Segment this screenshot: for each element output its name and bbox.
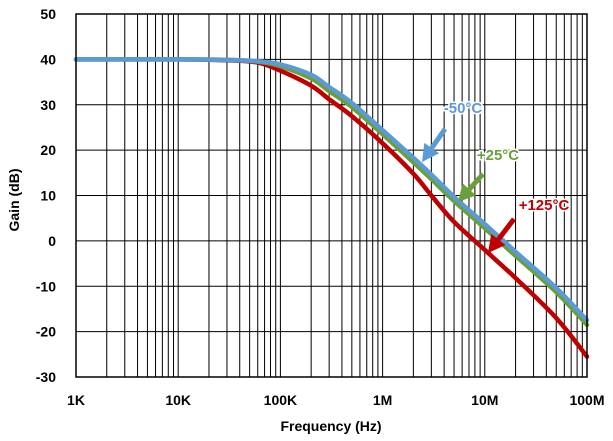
x-tick-labels: 1K 10K 100K 1M 10M 100M — [67, 392, 604, 408]
y-tick-label: 0 — [48, 233, 56, 249]
annotation-label-50-c: -50°C — [444, 100, 483, 117]
annotation-label-125-c: +125°C — [519, 197, 570, 214]
x-tick-label: 1M — [373, 392, 392, 408]
annotation-arrow-shaft — [496, 217, 516, 242]
y-tick-label: 40 — [40, 51, 56, 67]
y-tick-label: 50 — [40, 6, 56, 22]
y-tick-label: 30 — [40, 97, 56, 113]
annotation-arrow-head — [422, 142, 440, 162]
y-tick-label: -30 — [36, 369, 56, 385]
plot-frame — [75, 13, 588, 378]
x-tick-label: 1K — [67, 392, 85, 408]
series-line-50-c — [73, 57, 590, 323]
y-tick-label: -10 — [36, 278, 56, 294]
annotation-arrow-head — [488, 234, 506, 253]
y-tick-label: 20 — [40, 142, 56, 158]
y-axis-title: Gain (dB) — [6, 169, 22, 232]
y-tick-label: 10 — [40, 188, 56, 204]
x-tick-label: 100K — [264, 392, 297, 408]
grid — [75, 13, 587, 378]
x-tick-label: 100M — [569, 392, 604, 408]
annotation-arrow-shaft — [429, 127, 448, 150]
annotation-arrow-shaft — [467, 172, 485, 191]
annotation-label-25-c: +25°C — [477, 147, 519, 164]
x-tick-label: 10K — [165, 392, 191, 408]
x-tick-label: 10M — [471, 392, 498, 408]
annotation-arrow-head — [458, 183, 477, 202]
y-tick-labels: -30 -20 -10 0 10 20 30 40 50 — [36, 6, 56, 385]
y-tick-label: -20 — [36, 324, 56, 340]
annotations: -50°C +25°C +125°C — [422, 99, 571, 253]
x-axis-title: Frequency (Hz) — [280, 418, 381, 434]
